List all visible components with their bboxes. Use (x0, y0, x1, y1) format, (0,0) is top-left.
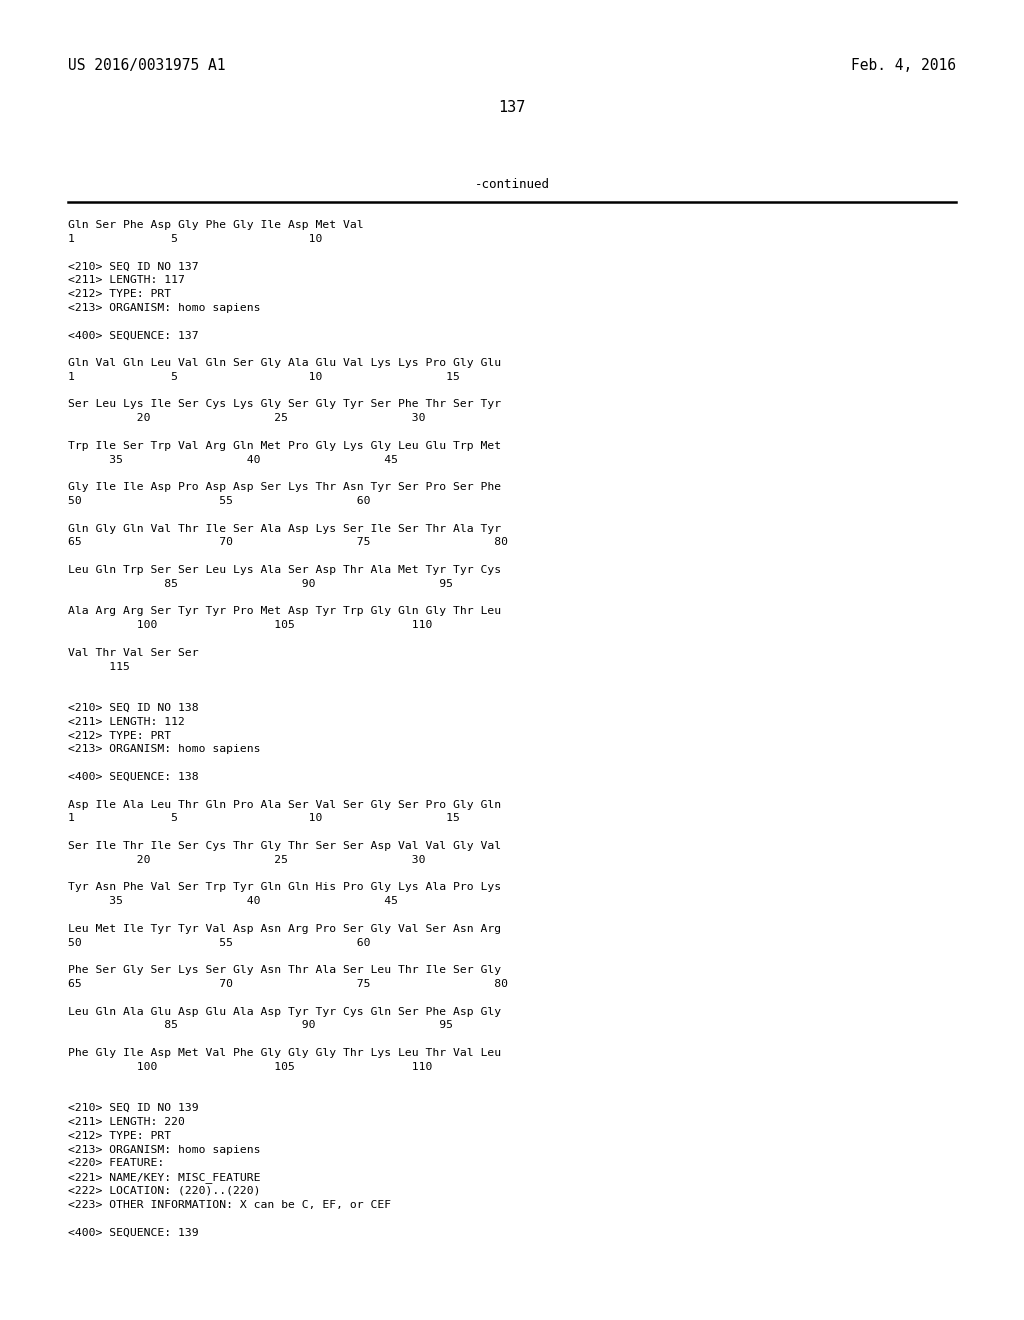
Text: Tyr Asn Phe Val Ser Trp Tyr Gln Gln His Pro Gly Lys Ala Pro Lys: Tyr Asn Phe Val Ser Trp Tyr Gln Gln His … (68, 882, 501, 892)
Text: <221> NAME/KEY: MISC_FEATURE: <221> NAME/KEY: MISC_FEATURE (68, 1172, 260, 1183)
Text: <222> LOCATION: (220)..(220): <222> LOCATION: (220)..(220) (68, 1185, 260, 1196)
Text: 20                  25                  30: 20 25 30 (68, 855, 426, 865)
Text: 1              5                   10: 1 5 10 (68, 234, 323, 244)
Text: 100                 105                 110: 100 105 110 (68, 1061, 432, 1072)
Text: Feb. 4, 2016: Feb. 4, 2016 (851, 58, 956, 73)
Text: <400> SEQUENCE: 138: <400> SEQUENCE: 138 (68, 772, 199, 781)
Text: <212> TYPE: PRT: <212> TYPE: PRT (68, 1131, 171, 1140)
Text: 35                  40                  45: 35 40 45 (68, 454, 398, 465)
Text: 20                  25                  30: 20 25 30 (68, 413, 426, 424)
Text: 50                    55                  60: 50 55 60 (68, 937, 371, 948)
Text: 85                  90                  95: 85 90 95 (68, 1020, 453, 1031)
Text: Leu Gln Trp Ser Ser Leu Lys Ala Ser Asp Thr Ala Met Tyr Tyr Cys: Leu Gln Trp Ser Ser Leu Lys Ala Ser Asp … (68, 565, 501, 576)
Text: <223> OTHER INFORMATION: X can be C, EF, or CEF: <223> OTHER INFORMATION: X can be C, EF,… (68, 1200, 391, 1210)
Text: <213> ORGANISM: homo sapiens: <213> ORGANISM: homo sapiens (68, 744, 260, 755)
Text: Ser Ile Thr Ile Ser Cys Thr Gly Thr Ser Ser Asp Val Val Gly Val: Ser Ile Thr Ile Ser Cys Thr Gly Thr Ser … (68, 841, 501, 851)
Text: 35                  40                  45: 35 40 45 (68, 896, 398, 907)
Text: 1              5                   10                  15: 1 5 10 15 (68, 813, 460, 824)
Text: 137: 137 (499, 100, 525, 115)
Text: <210> SEQ ID NO 139: <210> SEQ ID NO 139 (68, 1104, 199, 1113)
Text: Trp Ile Ser Trp Val Arg Gln Met Pro Gly Lys Gly Leu Glu Trp Met: Trp Ile Ser Trp Val Arg Gln Met Pro Gly … (68, 441, 501, 451)
Text: Ser Leu Lys Ile Ser Cys Lys Gly Ser Gly Tyr Ser Phe Thr Ser Tyr: Ser Leu Lys Ile Ser Cys Lys Gly Ser Gly … (68, 400, 501, 409)
Text: <211> LENGTH: 117: <211> LENGTH: 117 (68, 275, 185, 285)
Text: Phe Ser Gly Ser Lys Ser Gly Asn Thr Ala Ser Leu Thr Ile Ser Gly: Phe Ser Gly Ser Lys Ser Gly Asn Thr Ala … (68, 965, 501, 975)
Text: Gly Ile Ile Asp Pro Asp Asp Ser Lys Thr Asn Tyr Ser Pro Ser Phe: Gly Ile Ile Asp Pro Asp Asp Ser Lys Thr … (68, 482, 501, 492)
Text: Phe Gly Ile Asp Met Val Phe Gly Gly Gly Thr Lys Leu Thr Val Leu: Phe Gly Ile Asp Met Val Phe Gly Gly Gly … (68, 1048, 501, 1059)
Text: Ala Arg Arg Ser Tyr Tyr Pro Met Asp Tyr Trp Gly Gln Gly Thr Leu: Ala Arg Arg Ser Tyr Tyr Pro Met Asp Tyr … (68, 606, 501, 616)
Text: Asp Ile Ala Leu Thr Gln Pro Ala Ser Val Ser Gly Ser Pro Gly Gln: Asp Ile Ala Leu Thr Gln Pro Ala Ser Val … (68, 800, 501, 809)
Text: <212> TYPE: PRT: <212> TYPE: PRT (68, 730, 171, 741)
Text: <400> SEQUENCE: 137: <400> SEQUENCE: 137 (68, 330, 199, 341)
Text: <211> LENGTH: 112: <211> LENGTH: 112 (68, 717, 185, 727)
Text: <400> SEQUENCE: 139: <400> SEQUENCE: 139 (68, 1228, 199, 1237)
Text: <212> TYPE: PRT: <212> TYPE: PRT (68, 289, 171, 300)
Text: Gln Gly Gln Val Thr Ile Ser Ala Asp Lys Ser Ile Ser Thr Ala Tyr: Gln Gly Gln Val Thr Ile Ser Ala Asp Lys … (68, 524, 501, 533)
Text: 1              5                   10                  15: 1 5 10 15 (68, 372, 460, 381)
Text: -continued: -continued (474, 178, 550, 191)
Text: <220> FEATURE:: <220> FEATURE: (68, 1159, 164, 1168)
Text: 100                 105                 110: 100 105 110 (68, 620, 432, 630)
Text: US 2016/0031975 A1: US 2016/0031975 A1 (68, 58, 225, 73)
Text: Leu Met Ile Tyr Tyr Val Asp Asn Arg Pro Ser Gly Val Ser Asn Arg: Leu Met Ile Tyr Tyr Val Asp Asn Arg Pro … (68, 924, 501, 933)
Text: Gln Ser Phe Asp Gly Phe Gly Ile Asp Met Val: Gln Ser Phe Asp Gly Phe Gly Ile Asp Met … (68, 220, 364, 230)
Text: 50                    55                  60: 50 55 60 (68, 496, 371, 506)
Text: Leu Gln Ala Glu Asp Glu Ala Asp Tyr Tyr Cys Gln Ser Phe Asp Gly: Leu Gln Ala Glu Asp Glu Ala Asp Tyr Tyr … (68, 1007, 501, 1016)
Text: <210> SEQ ID NO 137: <210> SEQ ID NO 137 (68, 261, 199, 272)
Text: 65                    70                  75                  80: 65 70 75 80 (68, 979, 508, 989)
Text: <213> ORGANISM: homo sapiens: <213> ORGANISM: homo sapiens (68, 1144, 260, 1155)
Text: <210> SEQ ID NO 138: <210> SEQ ID NO 138 (68, 704, 199, 713)
Text: Val Thr Val Ser Ser: Val Thr Val Ser Ser (68, 648, 199, 657)
Text: 85                  90                  95: 85 90 95 (68, 578, 453, 589)
Text: 115: 115 (68, 661, 130, 672)
Text: 65                    70                  75                  80: 65 70 75 80 (68, 537, 508, 548)
Text: <213> ORGANISM: homo sapiens: <213> ORGANISM: homo sapiens (68, 302, 260, 313)
Text: <211> LENGTH: 220: <211> LENGTH: 220 (68, 1117, 185, 1127)
Text: Gln Val Gln Leu Val Gln Ser Gly Ala Glu Val Lys Lys Pro Gly Glu: Gln Val Gln Leu Val Gln Ser Gly Ala Glu … (68, 358, 501, 368)
